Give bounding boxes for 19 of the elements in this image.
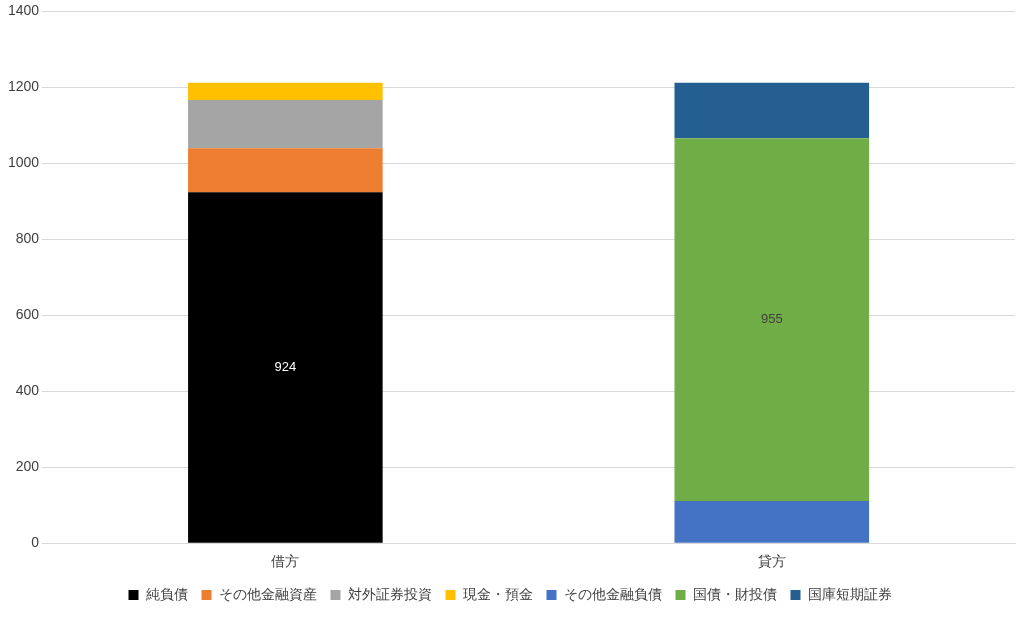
legend-label: 国庫短期証券: [807, 585, 892, 602]
y-tick-label: 600: [15, 306, 40, 323]
y-tick-label: 1200: [7, 78, 40, 95]
x-tick-label: 借方: [271, 553, 300, 570]
legend-label: 現金・預金: [462, 585, 533, 602]
legend-label: 国債・財投債: [692, 585, 777, 602]
y-tick-label: 800: [15, 230, 40, 247]
y-tick-label: 1400: [7, 2, 40, 19]
legend-label: その他金融負債: [563, 585, 662, 602]
legend-label: その他金融資産: [218, 585, 317, 602]
data-label: 955: [760, 311, 783, 327]
y-tick-label: 200: [15, 458, 40, 475]
data-label: 924: [274, 359, 297, 375]
legend-label: 対外証券投資: [347, 585, 432, 602]
y-tick-label: 0: [31, 534, 40, 551]
y-tick-label: 1000: [7, 154, 40, 171]
y-tick-label: 400: [15, 382, 40, 399]
x-tick-label: 貸方: [757, 553, 786, 570]
legend-label: 純負債: [145, 585, 188, 602]
